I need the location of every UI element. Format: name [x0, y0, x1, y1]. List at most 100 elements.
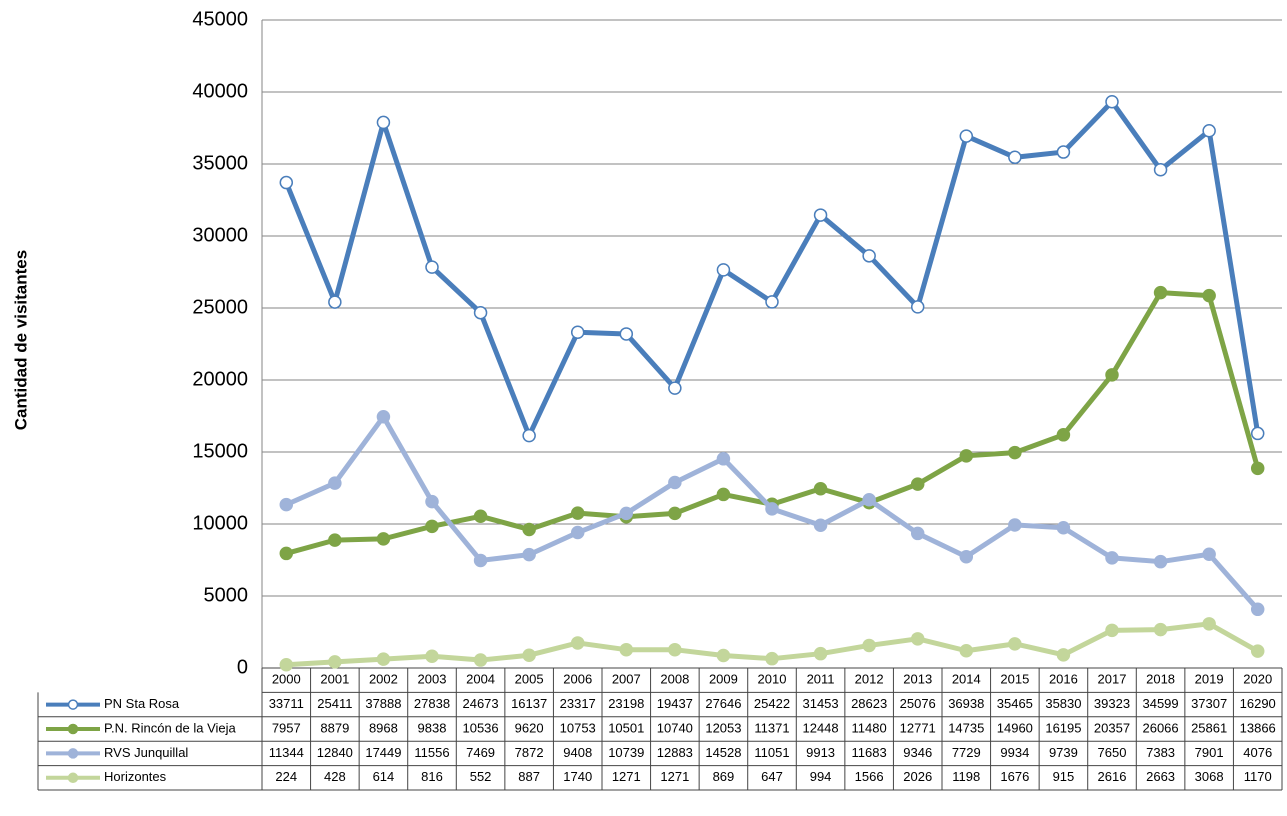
table-cell: 9620: [515, 720, 544, 735]
marker: [959, 449, 974, 463]
marker: [425, 519, 439, 534]
x-tick-label: 2002: [369, 672, 398, 687]
table-cell: 19437: [657, 696, 693, 711]
table-cell: 11480: [852, 720, 887, 735]
y-tick-label: 15000: [192, 440, 248, 462]
table-cell: 1271: [660, 769, 689, 784]
y-tick-label: 25000: [192, 296, 248, 318]
table-cell: 12053: [705, 720, 741, 735]
table-cell: 816: [421, 769, 443, 784]
marker: [1202, 617, 1216, 631]
table-cell: 25422: [754, 696, 790, 711]
table-cell: 20357: [1094, 720, 1130, 735]
table-cell: 1271: [612, 769, 641, 784]
marker: [1056, 648, 1071, 662]
marker: [328, 533, 342, 547]
marker: [376, 115, 391, 130]
table-cell: 1676: [1000, 769, 1029, 784]
marker: [765, 295, 779, 309]
marker: [619, 327, 634, 341]
marker: [1056, 521, 1071, 535]
table-cell: 552: [470, 769, 492, 784]
y-tick-label: 35000: [192, 152, 248, 174]
table-cell: 9934: [1000, 745, 1029, 760]
marker: [1056, 428, 1071, 442]
table-cell: 10501: [608, 720, 644, 735]
marker: [570, 525, 585, 540]
marker: [376, 409, 391, 424]
marker: [862, 249, 876, 263]
x-tick-label: 2010: [758, 672, 787, 687]
marker: [328, 655, 342, 669]
y-tick-label: 10000: [192, 512, 248, 534]
table-cell: 23198: [608, 696, 644, 711]
table-cell: 2663: [1146, 769, 1175, 784]
table-cell: 11344: [269, 745, 304, 760]
marker: [862, 638, 876, 653]
table-cell: 11683: [852, 745, 887, 760]
marker: [1008, 150, 1022, 165]
marker: [570, 636, 585, 650]
table-cell: 37307: [1191, 696, 1227, 711]
table-cell: 28623: [851, 696, 887, 711]
marker: [619, 506, 634, 521]
marker: [668, 381, 682, 395]
marker: [425, 260, 439, 274]
table-cell: 8968: [369, 720, 398, 735]
y-tick-label: 45000: [192, 8, 248, 30]
table-cell: 11051: [754, 745, 789, 760]
marker: [813, 208, 828, 222]
marker: [1153, 163, 1168, 177]
marker: [1153, 622, 1168, 637]
marker: [1008, 445, 1022, 460]
table-cell: 13866: [1240, 720, 1276, 735]
marker: [279, 497, 294, 512]
table-cell: 12771: [900, 720, 936, 735]
marker: [279, 175, 294, 190]
legend-marker: [67, 748, 79, 759]
marker: [910, 526, 925, 541]
table-cell: 25861: [1191, 720, 1227, 735]
table-cell: 39323: [1094, 696, 1130, 711]
table-cell: 10740: [657, 720, 693, 735]
table-cell: 1566: [855, 769, 884, 784]
x-tick-label: 2008: [660, 672, 689, 687]
table-cell: 14735: [948, 720, 984, 735]
table-cell: 647: [761, 769, 783, 784]
marker: [1105, 94, 1119, 109]
marker: [1105, 551, 1119, 565]
marker: [522, 522, 536, 537]
legend-marker: [67, 723, 79, 735]
marker: [619, 642, 634, 657]
marker: [716, 648, 731, 663]
marker: [1105, 368, 1119, 382]
marker: [910, 632, 925, 646]
x-tick-label: 2000: [272, 672, 301, 687]
marker: [522, 648, 536, 662]
table-cell: 994: [810, 769, 832, 784]
marker: [910, 477, 925, 491]
table-cell: 17449: [365, 745, 401, 760]
table-cell: 23317: [560, 696, 596, 711]
marker: [862, 493, 876, 507]
marker: [425, 649, 439, 663]
x-tick-label: 2009: [709, 672, 738, 687]
legend-label: P.N. Rincón de la Vieja: [104, 720, 237, 735]
table-cell: 34599: [1142, 696, 1178, 711]
table-cell: 4076: [1243, 745, 1272, 760]
legend-label: RVS Junquillal: [104, 745, 188, 760]
marker: [1250, 644, 1265, 658]
table-cell: 10739: [608, 745, 644, 760]
y-axis-label: Cantidad de visitantes: [11, 250, 30, 430]
marker: [473, 509, 488, 524]
table-cell: 11556: [414, 745, 449, 760]
marker: [570, 506, 585, 520]
table-cell: 7383: [1146, 745, 1175, 760]
x-tick-label: 2019: [1195, 672, 1224, 687]
table-cell: 16290: [1240, 696, 1276, 711]
table-cell: 887: [518, 769, 540, 784]
y-tick-label: 40000: [192, 80, 248, 102]
marker: [376, 652, 391, 666]
y-tick-label: 0: [237, 656, 248, 678]
y-tick-label: 5000: [204, 584, 249, 606]
